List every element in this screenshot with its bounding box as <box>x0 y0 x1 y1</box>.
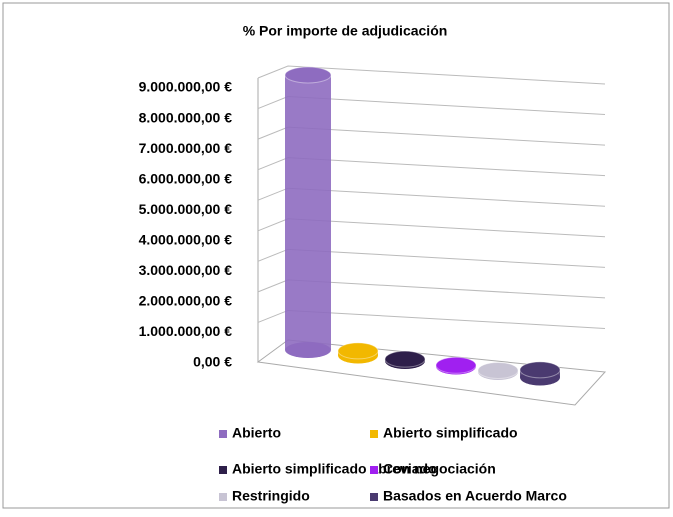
y-tick-label: 4.000.000,00 € <box>139 231 233 247</box>
legend-label: Restringido <box>232 488 310 504</box>
y-tick-label: 8.000.000,00 € <box>139 109 233 125</box>
legend-label: Abierto simplificado abreviado <box>232 461 437 477</box>
y-tick-label: 9.000.000,00 € <box>139 79 233 95</box>
y-tick-label: 3.000.000,00 € <box>139 262 233 278</box>
bar-top <box>435 356 477 374</box>
chart-title: % Por importe de adjudicación <box>243 23 448 39</box>
y-tick-label: 1.000.000,00 € <box>139 323 233 339</box>
y-tick-label: 0,00 € <box>193 354 232 370</box>
bar-top <box>519 361 561 379</box>
bar-top <box>477 361 519 379</box>
chart-border <box>2 2 670 509</box>
grid-line <box>257 65 606 85</box>
y-tick-label: 6.000.000,00 € <box>139 170 233 186</box>
legend-swatch <box>370 466 378 474</box>
legend-swatch <box>219 493 227 501</box>
floor <box>256 339 607 406</box>
bar-top <box>384 350 426 368</box>
legend-swatch <box>370 430 378 438</box>
y-tick-label: 2.000.000,00 € <box>139 293 233 309</box>
bar <box>285 75 331 350</box>
legend-swatch <box>219 466 227 474</box>
legend-label: Abierto <box>232 425 281 441</box>
bar-top <box>337 342 379 360</box>
bar-top <box>284 66 332 84</box>
y-tick-label: 5.000.000,00 € <box>139 201 233 217</box>
legend-label: Abierto simplificado <box>383 425 518 441</box>
legend-label: Con negociación <box>383 461 496 477</box>
legend-swatch <box>370 493 378 501</box>
legend-label: Basados en Acuerdo Marco <box>383 488 567 504</box>
legend-swatch <box>219 430 227 438</box>
y-tick-label: 7.000.000,00 € <box>139 140 233 156</box>
